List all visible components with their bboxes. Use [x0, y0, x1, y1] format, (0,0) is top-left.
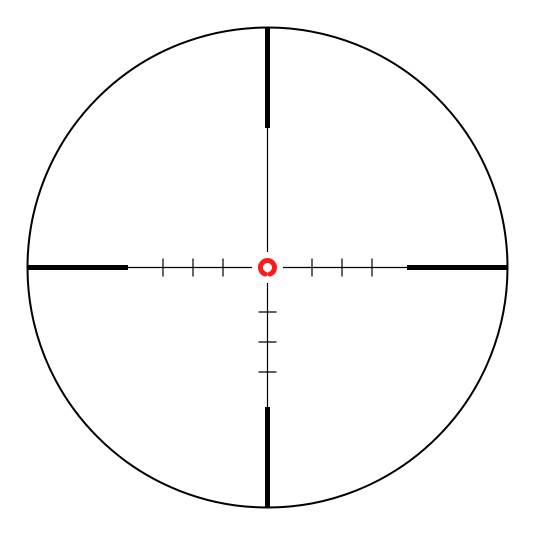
reticle-diagram: [0, 0, 535, 535]
reticle-svg: [0, 0, 535, 535]
